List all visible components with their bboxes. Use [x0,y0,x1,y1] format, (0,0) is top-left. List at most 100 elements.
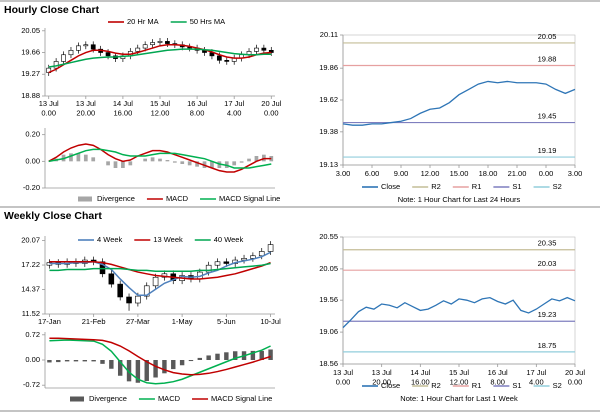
bar [259,350,264,360]
bar [126,360,132,382]
bar [69,153,73,162]
legend-swatch [78,196,92,202]
candle-body [152,276,159,287]
bar [113,161,118,168]
y-tick-label: 20.07 [21,236,40,245]
bar [172,161,177,163]
y-tick-label: 19.86 [319,63,338,72]
legend-label: R2 [431,182,441,191]
bar [254,156,259,162]
legend-label: Close [381,381,400,390]
y-tick-label: 19.13 [319,160,338,169]
candle-body [135,295,141,304]
candle-body [205,264,212,273]
legend-label: MACD [166,194,189,203]
x-tick-label: 1-May [172,317,193,326]
candle-body [142,44,148,49]
candle-body [267,244,274,252]
x-tick-label: 13 Jul [39,99,59,108]
candle-body [250,255,256,259]
x-tick-label: 9.00 [394,169,409,178]
legend-label: Divergence [89,394,127,403]
x-tick-label: 10-Jul [260,317,281,326]
x-tick-label: 14 Jul [410,368,430,377]
x-tick-label: 20 Jul [261,99,281,108]
x-tick-label: 16.00 [411,377,430,386]
legend-label: 13 Week [153,235,183,244]
x-tick-label: 17 Jul [526,368,546,377]
bar [121,161,125,168]
legend-label: Divergence [97,194,135,203]
legend-label: R1 [472,381,482,390]
legend-swatch [70,396,84,402]
legend-label: MACD [158,394,181,403]
bar [232,161,237,166]
series-line [48,48,272,68]
bar [76,153,81,162]
y-tick-label: 18.56 [319,359,338,368]
series-line [49,337,271,376]
bar [250,350,256,360]
candle-body [216,55,222,61]
x-tick-label: 20 Jul [565,368,585,377]
legend-label: MACD Signal Line [219,194,280,203]
series-line [48,148,272,169]
x-tick-label: 3.00 [568,169,583,178]
series-line [49,261,271,280]
bar [215,353,220,360]
x-tick-label: 17 Jul [224,99,244,108]
section-title: Weekly Close Chart [4,210,102,222]
y-tick-label: 19.66 [21,48,40,57]
level-label: 19.45 [538,112,557,121]
legend-label: 20 Hr MA [127,17,159,26]
candle-body [126,296,132,304]
y-tick-label: -0.20 [23,183,40,192]
bar [109,360,114,369]
x-tick-label: 0.00 [336,377,351,386]
x-tick-label: 0.00 [539,169,554,178]
y-tick-label: 18.88 [21,91,40,100]
candle-body [46,67,52,73]
legend-label: 50 Hrs MA [190,17,225,26]
legend-label: MACD Signal Line [211,394,272,403]
candle-body [90,44,96,50]
x-tick-label: 13 Jul [76,99,96,108]
x-tick-label: 16 Jul [187,99,207,108]
x-tick-label: 4.00 [227,108,242,117]
bar [100,360,105,364]
candle-body [241,258,247,261]
x-tick-label: 21-Feb [82,317,106,326]
candle-body [68,49,74,56]
level-label: 20.03 [538,259,557,268]
legend-label: S1 [512,381,521,390]
y-tick-label: 0.72 [25,330,40,339]
candle-body [117,283,123,298]
bar [64,360,70,362]
x-tick-label: 15 Jul [150,99,170,108]
x-tick-label: 12.00 [421,169,440,178]
bar [47,360,52,363]
bar [187,161,192,166]
y-tick-label: 17.22 [21,260,40,269]
bar [128,161,133,166]
level-label: 19.23 [538,310,557,319]
level-label: 19.19 [538,146,557,155]
candle-body [214,261,221,266]
x-tick-label: 0.00 [41,108,56,117]
series-line [342,296,576,329]
x-tick-label: 27-Mar [126,317,150,326]
bar [144,360,149,381]
x-tick-label: 8.00 [490,377,505,386]
candle-body [76,45,81,51]
x-tick-label: 13 Jul [333,368,353,377]
y-tick-label: 19.38 [319,127,338,136]
y-tick-label: 0.20 [25,130,40,139]
candle-body [108,273,115,285]
candle-body [223,261,230,264]
chart-note: Note: 1 Hour Chart for Last 1 Week [400,394,518,403]
bar [206,355,211,360]
level-label: 20.05 [538,32,557,41]
candle-body [83,44,89,47]
series-line [49,262,271,272]
bar [179,360,185,366]
